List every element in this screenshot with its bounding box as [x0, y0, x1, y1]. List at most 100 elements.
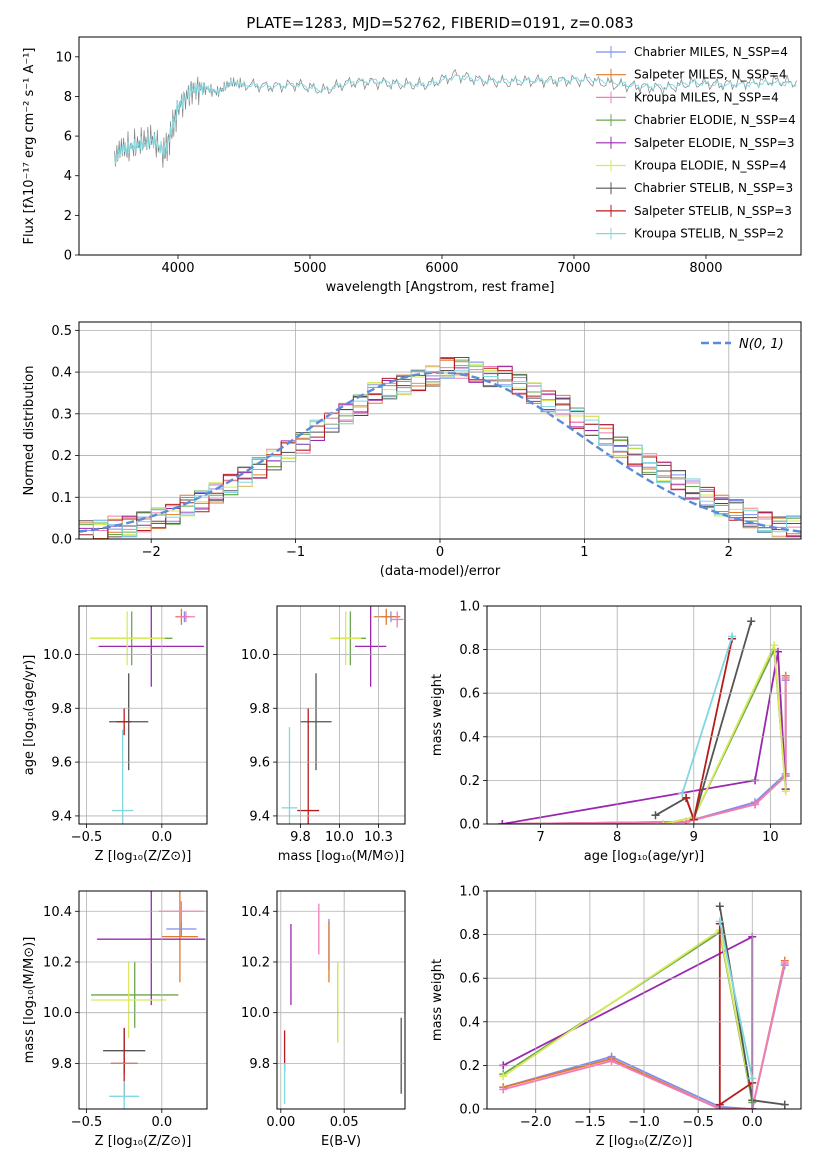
y-tick-label: 0.0: [459, 818, 480, 833]
series-kroupa_stelib: [681, 636, 733, 794]
x-axis-label: mass [log₁₀(M/M⊙)]: [278, 849, 405, 864]
series-kroupa_miles: [502, 962, 786, 1109]
x-axis-label: age [log₁₀(age/yr)]: [584, 849, 705, 864]
x-tick-label: −0.5: [71, 1115, 103, 1130]
y-tick-label: 0.5: [51, 324, 72, 339]
x-tick-label: 1: [580, 545, 588, 560]
x-tick-label: 10: [762, 830, 779, 845]
marker-kroupa_miles: [499, 1085, 508, 1094]
y-tick-label: 10.0: [43, 648, 72, 663]
marker-kroupa_stelib: [715, 917, 724, 926]
figure-title: PLATE=1283, MJD=52762, FIBERID=0191, z=0…: [246, 14, 633, 32]
y-axis-label: mass weight: [430, 959, 445, 1041]
y-tick-label: 9.6: [249, 756, 270, 771]
legend-entry: Salpeter ELODIE, N_SSP=3: [634, 136, 795, 150]
y-tick-label: 0.6: [459, 972, 480, 987]
x-tick-label: −2: [142, 545, 161, 560]
marker-salpeter_elodie: [498, 820, 507, 824]
x-axis-label: Z [log₁₀(Z/Z⊙)]: [95, 849, 192, 864]
x-tick-label: 7000: [557, 261, 590, 276]
y-tick-label: 0.0: [51, 533, 72, 548]
x-tick-label: 2: [725, 545, 733, 560]
x-tick-label: 4000: [161, 261, 194, 276]
legend-entry: Kroupa ELODIE, N_SSP=4: [634, 159, 787, 173]
legend-entry: Salpeter MILES, N_SSP=4: [634, 68, 787, 82]
panel-age_vs_Z: −0.5 0.0 9.4 9.6 9.8 10.0 Z [log₁₀(Z/Z⊙)] age […: [22, 605, 208, 864]
plot-area: [498, 617, 790, 824]
marker-kroupa_miles: [751, 800, 760, 809]
y-tick-label: 0.2: [51, 449, 72, 464]
x-tick-label: 8000: [689, 261, 722, 276]
y-tick-label: 0.1: [51, 491, 72, 506]
x-tick-label: −0.5: [71, 830, 103, 845]
x-tick-label: 0.00: [266, 1115, 295, 1130]
y-tick-label: 9.8: [51, 702, 72, 717]
y-tick-label: 0.2: [459, 774, 480, 789]
x-axis-label: Z [log₁₀(Z/Z⊙)]: [596, 1134, 693, 1149]
y-tick-label: 9.8: [249, 702, 270, 717]
legend-entry: Chabrier ELODIE, N_SSP=4: [634, 113, 796, 127]
x-tick-label: −1.0: [628, 1115, 660, 1130]
x-axis-label: Z [log₁₀(Z/Z⊙)]: [95, 1134, 192, 1149]
marker-kroupa_elodie: [781, 787, 790, 796]
x-tick-label: 0.0: [742, 1115, 763, 1130]
y-tick-label: 0.8: [459, 928, 480, 943]
marker-kroupa_elodie: [659, 820, 668, 824]
y-axis-label: mass weight: [430, 674, 445, 756]
axes-frame: [78, 605, 208, 825]
x-tick-label: 9: [690, 830, 698, 845]
y-tick-label: 10.0: [241, 1006, 270, 1021]
axes-frame: [486, 605, 802, 825]
series-salpeter_elodie: [502, 651, 787, 824]
marker-salpeter_stelib: [682, 793, 691, 802]
y-tick-label: 2: [64, 209, 72, 224]
y-tick-label: 0.6: [459, 687, 480, 702]
plot-area: [281, 606, 404, 824]
y-tick-label: 4: [64, 169, 72, 184]
x-tick-label: −2.0: [520, 1115, 552, 1130]
marker-salpeter_stelib: [715, 1100, 724, 1109]
y-tick-label: 10.2: [241, 955, 270, 970]
plot-area: [283, 903, 402, 1104]
x-tick-label: 8: [613, 830, 621, 845]
marker-kroupa_elodie: [770, 641, 779, 650]
y-tick-label: 10.0: [43, 1006, 72, 1021]
y-axis-label: Flux [fλ10⁻¹⁷ erg cm⁻² s⁻¹ A⁻¹]: [22, 48, 37, 245]
y-tick-label: 10.2: [43, 955, 72, 970]
y-tick-label: 0.0: [459, 1103, 480, 1118]
x-tick-label: 9.8: [290, 830, 311, 845]
marker-chabrier_stelib: [780, 1100, 789, 1109]
y-tick-label: 9.8: [249, 1057, 270, 1072]
legend-entry: Chabrier STELIB, N_SSP=3: [634, 181, 793, 195]
x-axis-label: wavelength [Angstrom, rest frame]: [326, 280, 555, 295]
axes-frame: [78, 890, 208, 1110]
y-tick-label: 1.0: [459, 885, 480, 900]
panel-residuals: −2 −1 0 1 2 0.0 0.1 0.2 0.3 0.4 0.5 (data-model)/er…: [22, 321, 802, 579]
series-kroupa_stelib: [718, 921, 754, 1079]
legend-entry: N(0, 1): [739, 337, 784, 352]
x-tick-label: −1.5: [574, 1115, 606, 1130]
x-tick-label: 7: [536, 830, 544, 845]
panel-massweight_vs_Z: −2.0 −1.5 −1.0 −0.5 0.0 0.0 0.2 0.4 0.6 0.8 1.0 Z […: [430, 885, 802, 1149]
y-tick-label: 0.4: [459, 730, 480, 745]
y-axis-label: mass [log₁₀(M/M⊙)]: [22, 937, 37, 1064]
y-tick-label: 0.8: [459, 643, 480, 658]
y-tick-label: 0: [64, 249, 72, 264]
axes-frame: [276, 890, 406, 1110]
marker-kroupa_miles: [607, 1057, 616, 1066]
x-tick-label: 0.0: [151, 1115, 172, 1130]
marker-chabrier_stelib: [651, 811, 660, 820]
marker-kroupa_miles: [781, 673, 790, 682]
marker-kroupa_elodie: [499, 1072, 508, 1081]
marker-chabrier_stelib: [715, 902, 724, 911]
marker-kroupa_stelib: [728, 632, 737, 641]
axes-frame: [78, 36, 802, 256]
axes-frame: [78, 321, 802, 540]
panel-massweight_vs_age: 7 8 9 10 0.0 0.2 0.4 0.6 0.8 1.0 age [log₁₀(age/yr…: [430, 600, 802, 864]
marker-kroupa_stelib: [678, 789, 687, 798]
y-tick-label: 1.0: [459, 600, 480, 615]
x-tick-label: 10.3: [364, 830, 393, 845]
y-tick-label: 10: [55, 50, 72, 65]
y-tick-label: 10.0: [241, 648, 270, 663]
y-tick-label: 9.4: [51, 809, 72, 824]
